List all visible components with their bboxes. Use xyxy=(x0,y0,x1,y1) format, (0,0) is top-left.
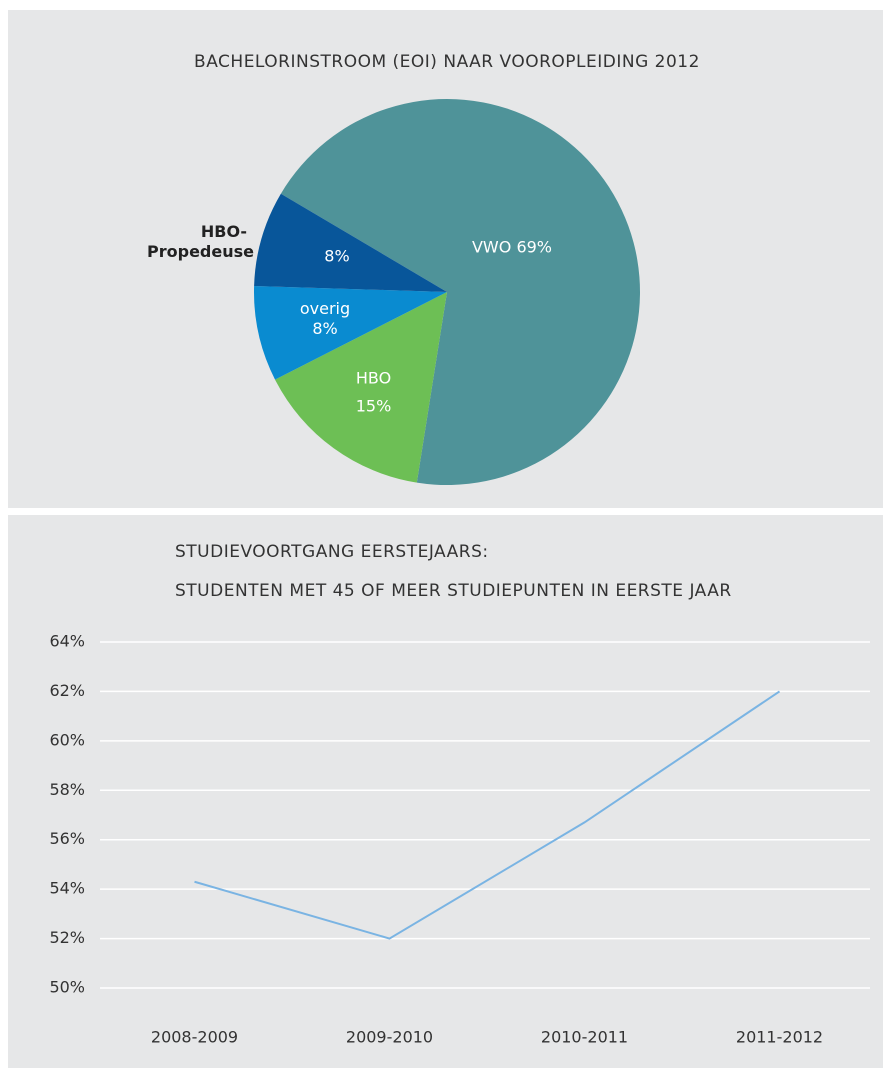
pie-slice xyxy=(254,285,447,380)
y-tick-label: 62% xyxy=(49,681,85,700)
x-tick-label: 2008-2009 xyxy=(151,1028,238,1047)
y-tick-label: 52% xyxy=(49,928,85,947)
y-tick-label: 58% xyxy=(49,780,85,799)
category-label: HBO xyxy=(356,369,391,388)
y-tick-label: 56% xyxy=(49,829,85,848)
line-panel xyxy=(8,515,883,1068)
pie-title: BACHELORINSTROOM (EOI) NAAR VOOROPLEIDIN… xyxy=(194,52,700,72)
slice-label: VWO 69% xyxy=(472,237,552,256)
value-label: 8% xyxy=(312,319,337,338)
y-tick-label: 64% xyxy=(49,632,85,651)
x-tick-label: 2010-2011 xyxy=(541,1028,628,1047)
value-label: 8% xyxy=(324,247,349,266)
line-title: STUDIEVOORTGANG EERSTEJAARS: xyxy=(175,542,489,562)
pie-slice xyxy=(280,98,640,486)
x-tick-label: 2011-2012 xyxy=(736,1028,823,1047)
value-label: 69% xyxy=(516,237,552,256)
category-label: overig xyxy=(300,299,350,318)
value-label: 15% xyxy=(356,397,392,416)
y-tick-label: 54% xyxy=(49,879,85,898)
pie-slice xyxy=(275,292,447,483)
line-subtitle: STUDENTEN MET 45 OF MEER STUDIEPUNTEN IN… xyxy=(175,581,732,601)
category-label: VWO xyxy=(472,237,511,256)
y-tick-label: 50% xyxy=(49,978,85,997)
category-label: HBO-Propedeuse xyxy=(147,222,254,261)
pie-slice xyxy=(254,193,447,292)
line-series xyxy=(194,690,781,940)
y-tick-label: 60% xyxy=(49,730,85,749)
x-tick-label: 2009-2010 xyxy=(346,1028,433,1047)
